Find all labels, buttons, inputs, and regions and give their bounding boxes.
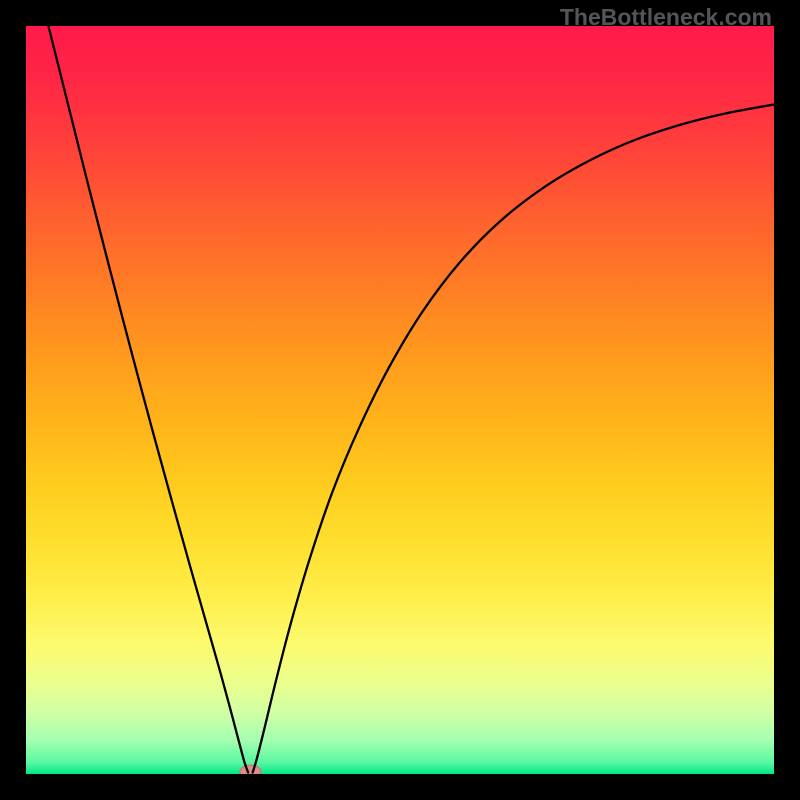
gradient-background — [26, 26, 774, 774]
watermark-text: TheBottleneck.com — [560, 4, 772, 31]
chart-frame: TheBottleneck.com — [0, 0, 800, 800]
plot-area — [26, 26, 774, 774]
minimum-marker — [240, 765, 261, 774]
plot-svg — [26, 26, 774, 774]
